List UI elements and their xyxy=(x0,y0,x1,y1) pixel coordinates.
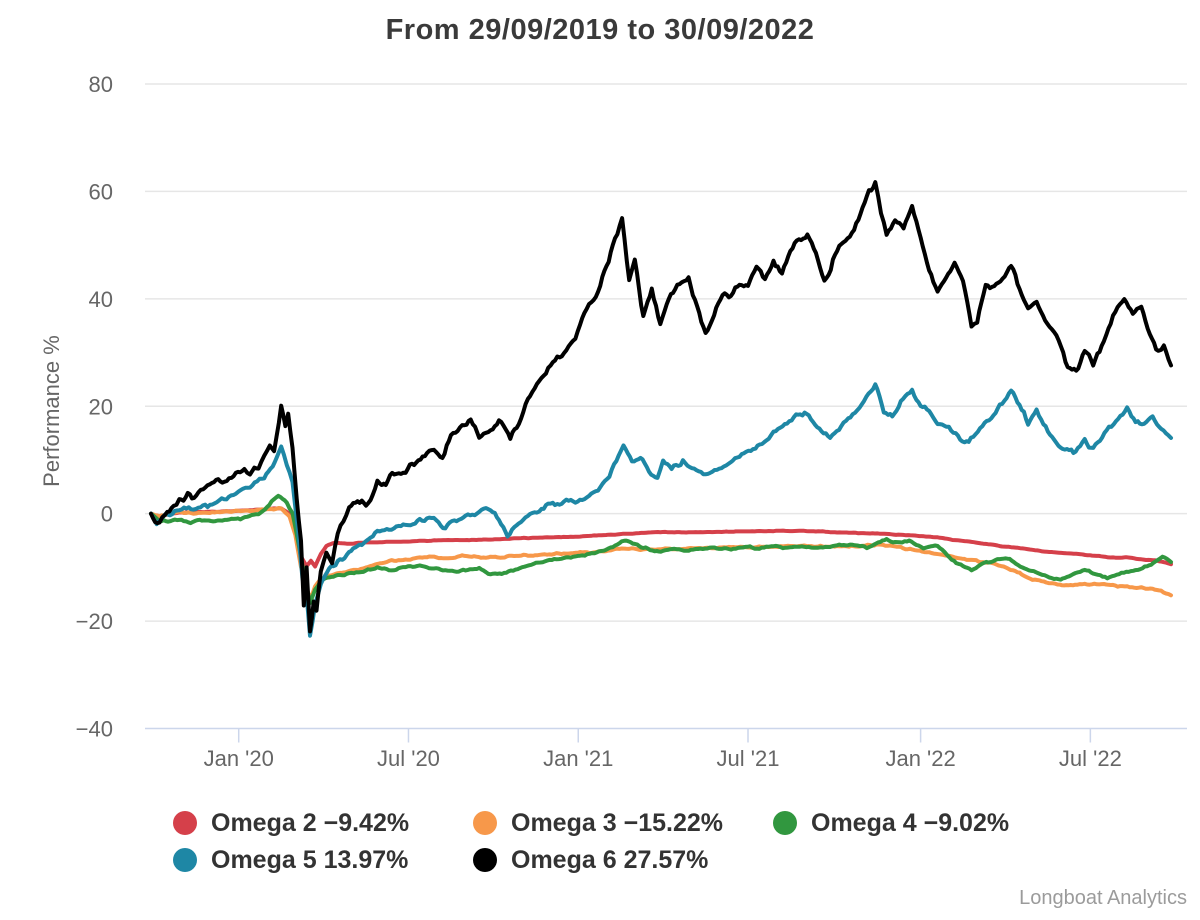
series-name: Omega 2 xyxy=(211,808,317,837)
series-return: 13.97% xyxy=(323,845,409,874)
x-tick-label: Jul '22 xyxy=(1059,746,1122,771)
y-tick-label: −40 xyxy=(76,717,113,742)
x-tick-label: Jan '21 xyxy=(543,746,613,771)
legend-item-omega-5[interactable]: Omega 5 13.97% xyxy=(173,845,408,875)
legend-marker-omega-5 xyxy=(173,848,197,872)
legend-label-omega-4: Omega 4 −9.02% xyxy=(811,809,1009,838)
legend-marker-omega-6 xyxy=(473,848,497,872)
series-line-omega-2 xyxy=(149,506,1173,569)
y-tick-label: 40 xyxy=(89,287,113,312)
legend-item-omega-4[interactable]: Omega 4 −9.02% xyxy=(773,808,1009,838)
y-tick-label: 0 xyxy=(101,502,113,527)
series-name: Omega 4 xyxy=(811,808,917,837)
series-return: −9.42% xyxy=(323,808,410,837)
x-tick-label: Jul '21 xyxy=(717,746,780,771)
series-return: −15.22% xyxy=(623,808,723,837)
legend-label-omega-5: Omega 5 13.97% xyxy=(211,846,408,875)
y-tick-label: 60 xyxy=(89,179,113,204)
y-tick-label: 80 xyxy=(89,72,113,97)
series-line-omega-6 xyxy=(149,180,1173,634)
series-return: −9.02% xyxy=(923,808,1010,837)
footer-credit: Longboat Analytics xyxy=(1019,887,1187,909)
legend-item-omega-6[interactable]: Omega 6 27.57% xyxy=(473,845,708,875)
legend-item-omega-2[interactable]: Omega 2 −9.42% xyxy=(173,808,409,838)
legend-label-omega-6: Omega 6 27.57% xyxy=(511,846,708,875)
legend-marker-omega-2 xyxy=(173,811,197,835)
series-name: Omega 3 xyxy=(511,808,617,837)
series-return: 27.57% xyxy=(623,845,709,874)
y-tick-label: 20 xyxy=(89,394,113,419)
series-name: Omega 5 xyxy=(211,845,317,874)
series-line-omega-5 xyxy=(149,382,1173,638)
legend-marker-omega-3 xyxy=(473,811,497,835)
x-tick-label: Jan '22 xyxy=(885,746,955,771)
x-tick-label: Jul '20 xyxy=(377,746,440,771)
legend-item-omega-3[interactable]: Omega 3 −15.22% xyxy=(473,808,723,838)
legend-label-omega-2: Omega 2 −9.42% xyxy=(211,809,409,838)
y-tick-label: −20 xyxy=(76,609,113,634)
series-name: Omega 6 xyxy=(511,845,617,874)
legend-marker-omega-4 xyxy=(773,811,797,835)
legend-label-omega-3: Omega 3 −15.22% xyxy=(511,809,723,838)
chart-title: From 29/09/2019 to 30/09/2022 xyxy=(385,14,815,46)
x-tick-label: Jan '20 xyxy=(204,746,274,771)
